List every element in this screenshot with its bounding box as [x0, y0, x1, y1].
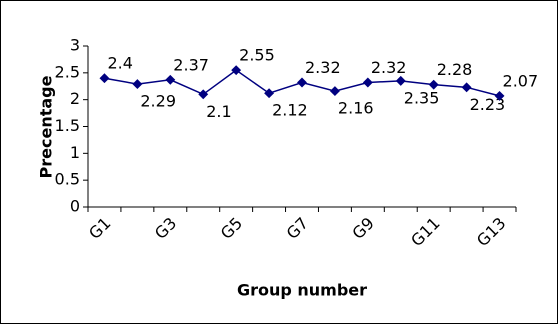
data-label: 2.29 — [140, 92, 176, 111]
marker — [99, 73, 110, 84]
y-tick-label: 2 — [70, 89, 80, 108]
data-label: 2.35 — [404, 88, 440, 107]
data-label: 2.4 — [107, 54, 132, 73]
y-tick-label: 0.5 — [55, 170, 80, 189]
data-label: 2.32 — [371, 58, 407, 77]
y-tick-label: 1 — [70, 143, 80, 162]
y-axis-title: Precentage — [37, 75, 56, 178]
marker — [165, 74, 176, 85]
data-label: 2.07 — [503, 71, 539, 90]
data-label: 2.12 — [272, 101, 308, 120]
data-label: 2.1 — [206, 102, 231, 121]
y-tick-label: 2.5 — [55, 62, 80, 81]
marker — [231, 65, 242, 76]
y-tick-label: 1.5 — [55, 116, 80, 135]
marker — [132, 79, 143, 90]
marker — [198, 89, 209, 100]
data-label: 2.16 — [338, 99, 374, 118]
x-axis-title: Group number — [237, 281, 367, 300]
data-label: 2.55 — [239, 46, 275, 65]
y-tick-label: 0 — [70, 197, 80, 216]
data-label: 2.28 — [437, 60, 473, 79]
data-label: 2.23 — [470, 95, 506, 114]
data-label: 2.37 — [173, 55, 209, 74]
y-tick-label: 3 — [70, 36, 80, 55]
data-label: 2.32 — [305, 58, 341, 77]
